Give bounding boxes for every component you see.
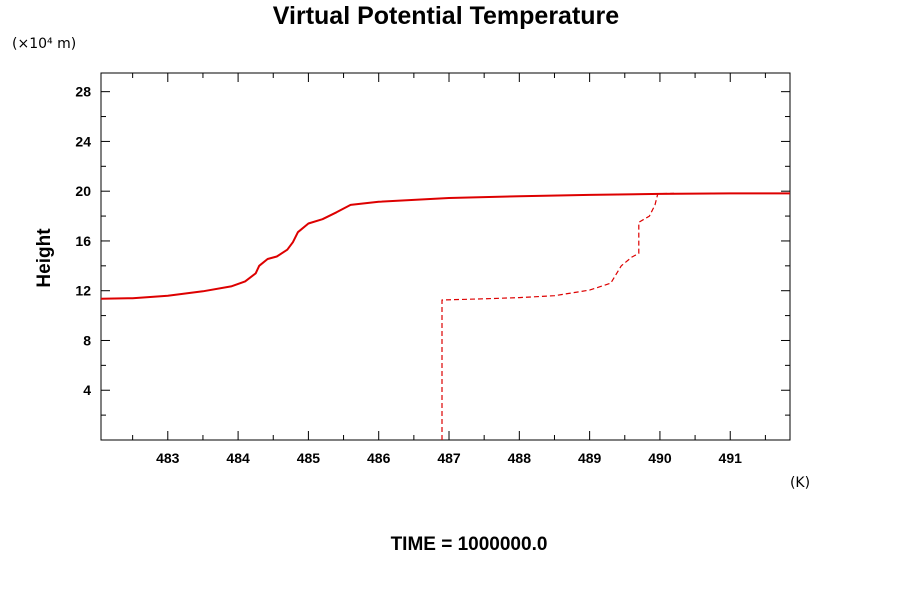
y-tick-label: 28 xyxy=(75,84,91,100)
y-tick-label: 20 xyxy=(75,183,91,199)
x-tick-label: 483 xyxy=(156,450,180,466)
chart-title: Virtual Potential Temperature xyxy=(273,2,619,30)
y-axis-unit: (×10⁴ m) xyxy=(12,36,76,52)
x-tick-label: 486 xyxy=(367,450,391,466)
x-tick-label: 484 xyxy=(226,450,250,466)
y-axis-label: Height xyxy=(34,228,55,288)
x-axis-unit: (K) xyxy=(790,475,810,491)
x-tick-label: 487 xyxy=(437,450,461,466)
y-tick-label: 24 xyxy=(75,133,91,149)
y-tick-label: 4 xyxy=(83,382,91,398)
series-line-solid xyxy=(100,192,790,300)
y-tick-label: 16 xyxy=(75,233,91,249)
time-label: TIME = 1000000.0 xyxy=(391,534,548,555)
x-tick-label: 491 xyxy=(719,450,743,466)
y-tick-label: 8 xyxy=(83,332,91,348)
x-tick-label: 489 xyxy=(578,450,602,466)
plot-frame xyxy=(100,72,791,441)
series-group xyxy=(100,192,790,440)
x-tick-label: 490 xyxy=(648,450,672,466)
x-tick-label: 488 xyxy=(508,450,532,466)
y-tick-label: 12 xyxy=(75,283,91,299)
series-line-dashed xyxy=(441,192,675,440)
x-tick-label: 485 xyxy=(297,450,321,466)
axis-ticks: 483 484 485 486 487 488 489 490 491 4 8 12 16 20 24 28 xyxy=(75,73,790,466)
